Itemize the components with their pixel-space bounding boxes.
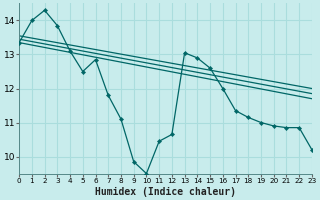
X-axis label: Humidex (Indice chaleur): Humidex (Indice chaleur)	[95, 186, 236, 197]
